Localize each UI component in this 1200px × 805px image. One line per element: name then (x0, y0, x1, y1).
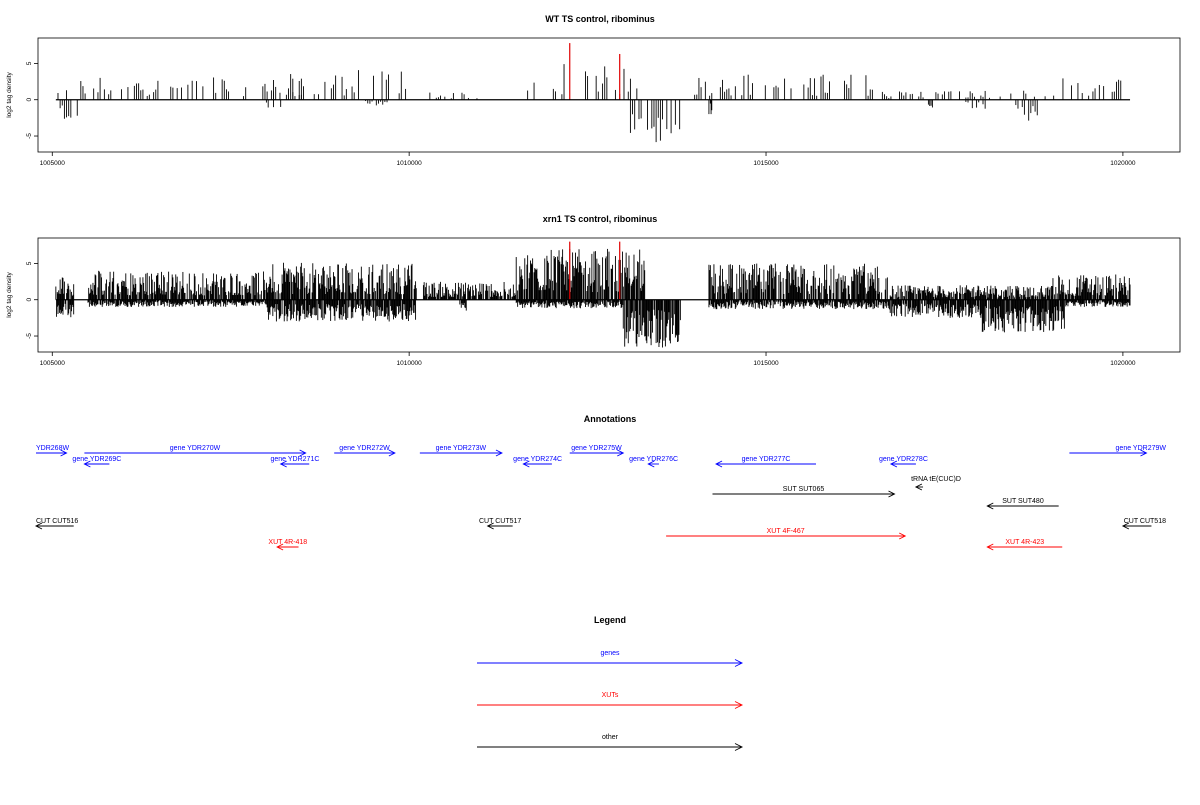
feature-arrowhead (899, 532, 907, 540)
x-tick-label: 1015000 (753, 360, 779, 367)
feature-arrowhead (647, 460, 655, 468)
feature-label: SUT SUT065 (783, 486, 825, 493)
x-tick-label: 1010000 (396, 360, 422, 367)
feature-label: gene YDR271C (270, 456, 319, 463)
feature-arrowhead (276, 543, 284, 551)
y-tick-label: -5 (26, 333, 33, 339)
feature-arrowhead (715, 460, 723, 468)
feature-label: gene YDR269C (72, 456, 121, 463)
y-tick-label: 5 (26, 61, 33, 65)
feature-arrowhead (34, 522, 43, 530)
panel-title: xrn1 TS control, ribominus (543, 214, 658, 224)
feature-label: CUT CUT517 (479, 518, 521, 525)
wt-tag-density-panel: WT TS control, ribominus -5 0 5 log2 tag den… (6, 14, 1181, 167)
feature-label: CUT CUT516 (36, 518, 78, 525)
feature-label: gene YDR278C (879, 456, 928, 463)
feature-arrowhead (889, 460, 898, 468)
feature-arrowhead (914, 483, 923, 491)
feature-label: gene YDR276C (629, 456, 678, 463)
y-axis-label: log2 tag density (6, 271, 13, 317)
feature-arrowhead (299, 449, 307, 457)
feature-label: gene YDR279W (1116, 445, 1167, 452)
feature-label: gene YDR270W (170, 445, 221, 452)
x-tick-label: 1020000 (1110, 160, 1136, 167)
feature-arrowhead (60, 449, 68, 457)
panel-title: WT TS control, ribominus (545, 14, 655, 24)
legend-label: genes (600, 650, 620, 657)
plot-frame (37, 237, 1181, 353)
feature-arrowhead (83, 460, 91, 468)
feature-arrowhead (522, 460, 530, 468)
x-tick-label: 1015000 (753, 160, 779, 167)
feature-label: gene YDR275W (571, 445, 622, 452)
feature-arrowhead (986, 543, 994, 551)
feature-label: XUT 4F-467 (767, 528, 805, 535)
feature-arrowhead (1140, 449, 1148, 457)
legend-arrowhead (734, 659, 744, 667)
annotations-title: Annotations (584, 414, 637, 424)
legend-panel: Legend genes XUTs other (477, 615, 744, 751)
y-tick-label: -5 (26, 133, 33, 139)
x-tick-label: 1010000 (396, 160, 422, 167)
legend-arrowhead (734, 743, 744, 751)
feature-arrowhead (486, 522, 494, 530)
legend-label: other (602, 734, 619, 741)
y-tick-label: 0 (26, 98, 33, 102)
feature-label: XUT 4R-418 (268, 539, 307, 546)
feature-arrowhead (1121, 522, 1130, 530)
feature-arrowhead (888, 490, 896, 498)
plot-frame (37, 37, 1181, 153)
y-axis-label: log2 tag density (6, 71, 13, 117)
feature-arrowhead (279, 460, 287, 468)
feature-label: gene YDR273W (436, 445, 487, 452)
x-tick-label: 1005000 (40, 360, 66, 367)
feature-label: SUT SUT480 (1002, 498, 1044, 505)
feature-arrowhead (495, 449, 503, 457)
x-tick-label: 1005000 (40, 160, 66, 167)
feature-label: tRNA tE(CUC)D (911, 476, 961, 483)
feature-label: XUT 4R-423 (1005, 539, 1044, 546)
feature-arrowhead (617, 449, 625, 457)
legend-label: XUTs (602, 692, 619, 699)
y-tick-label: 5 (26, 261, 33, 265)
x-tick-label: 1020000 (1110, 360, 1136, 367)
y-tick-label: 0 (26, 298, 33, 302)
feature-label: CUT CUT518 (1124, 518, 1166, 525)
feature-label: gene YDR277C (742, 456, 791, 463)
feature-arrowhead (388, 449, 396, 457)
xrn1-tag-density-panel: xrn1 TS control, ribominus -5 0 5 log2 tag d… (6, 214, 1181, 367)
legend-arrowhead (734, 701, 744, 709)
feature-label: YDR268W (36, 445, 69, 452)
feature-arrowhead (986, 502, 994, 510)
feature-label: gene YDR272W (339, 445, 390, 452)
legend-title: Legend (594, 615, 626, 625)
feature-label: gene YDR274C (513, 456, 562, 463)
